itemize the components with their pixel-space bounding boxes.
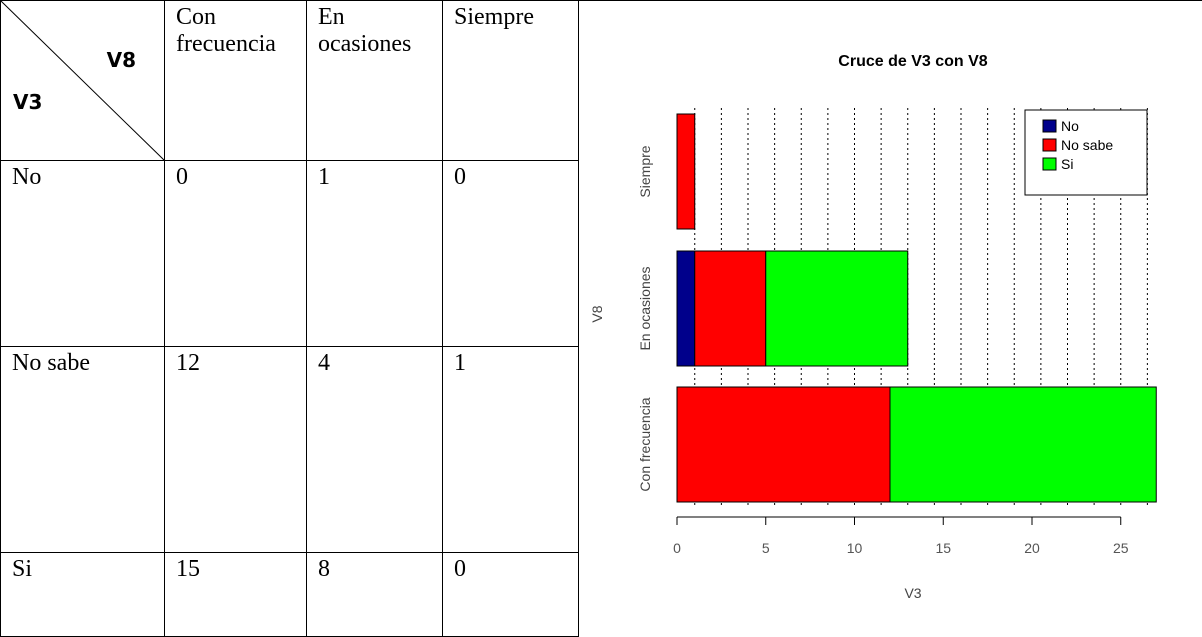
corner-column-variable: V8 xyxy=(106,48,136,72)
bars xyxy=(676,113,1157,503)
x-tick-label: 5 xyxy=(762,540,770,556)
legend-swatch xyxy=(1042,138,1057,152)
table-cell: 12 xyxy=(164,346,307,553)
bar-segment xyxy=(676,113,696,230)
legend: No No sabe Si xyxy=(1024,109,1148,196)
table-cell: 4 xyxy=(306,346,443,553)
y-axis: Con frecuencia En ocasiones Siempre xyxy=(637,145,653,491)
x-tick-label: 10 xyxy=(847,540,863,556)
x-tick-label: 0 xyxy=(673,540,681,556)
table-cell: 0 xyxy=(164,160,307,347)
category-label: Con frecuencia xyxy=(637,397,653,491)
column-header: Con frecuencia xyxy=(164,0,307,161)
row-header: No sabe xyxy=(0,346,165,553)
bar-segment xyxy=(889,386,1157,503)
table-cell: 0 xyxy=(442,160,579,347)
table-row: Si 15 8 0 xyxy=(0,552,579,637)
column-header: Siempre xyxy=(442,0,579,161)
chart-title: Cruce de V3 con V8 xyxy=(838,53,987,70)
legend-label: No sabe xyxy=(1061,137,1113,153)
x-tick-label: 25 xyxy=(1113,540,1129,556)
corner-diagonal xyxy=(1,1,165,161)
y-axis-title: V8 xyxy=(589,305,605,322)
bar-segment xyxy=(676,250,696,367)
table-cell: 1 xyxy=(306,160,443,347)
table-cell: 0 xyxy=(442,552,579,637)
category-label: En ocasiones xyxy=(637,266,653,350)
table-row: No sabe 12 4 1 xyxy=(0,346,579,553)
cross-table: V8 V3 Con frecuencia En ocasiones Siempr… xyxy=(0,0,579,637)
table-cell: 15 xyxy=(164,552,307,637)
x-tick-label: 15 xyxy=(935,540,951,556)
x-axis-title: V3 xyxy=(904,585,921,601)
legend-swatch xyxy=(1042,119,1057,133)
bar-segment xyxy=(694,250,767,367)
legend-swatch xyxy=(1042,157,1057,171)
table-cell: 1 xyxy=(442,346,579,553)
category-label: Siempre xyxy=(637,145,653,197)
table-cell: 8 xyxy=(306,552,443,637)
corner-cell: V8 V3 xyxy=(0,0,165,161)
row-header: Si xyxy=(0,552,165,637)
row-header: No xyxy=(0,160,165,347)
corner-row-variable: V3 xyxy=(13,90,43,114)
stacked-bar-chart: Cruce de V3 con V8 0 5 10 15 20 25 Con frecue… xyxy=(578,0,1202,601)
legend-label: No xyxy=(1061,118,1079,134)
table-row: No 0 1 0 xyxy=(0,160,579,347)
bar-segment xyxy=(676,386,891,503)
x-axis: 0 5 10 15 20 25 xyxy=(673,516,1129,556)
column-header: En ocasiones xyxy=(306,0,443,161)
legend-label: Si xyxy=(1061,156,1073,172)
bar-segment xyxy=(765,250,909,367)
x-tick-label: 20 xyxy=(1024,540,1040,556)
